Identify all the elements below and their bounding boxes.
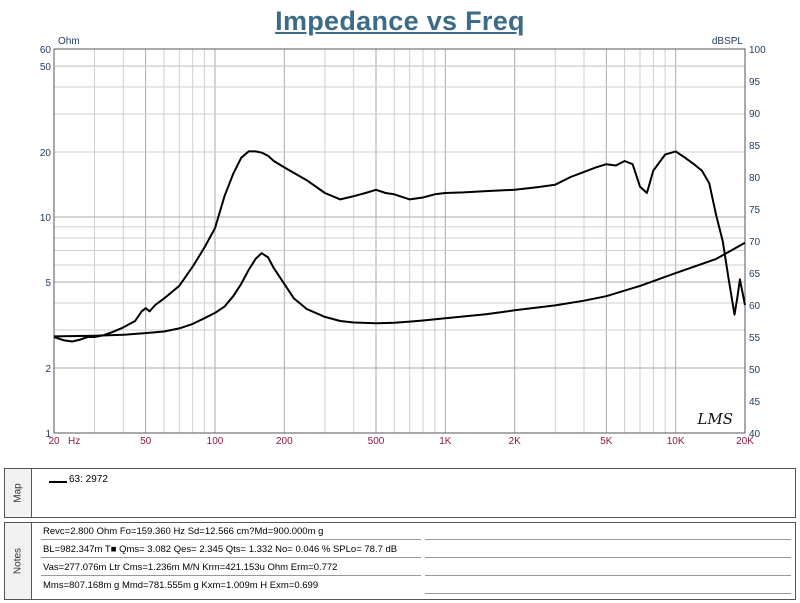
right-tick-label: 65 [749, 269, 761, 280]
notes-tab-label: Notes [12, 547, 24, 575]
x-tick-label: 20K [736, 436, 754, 447]
x-unit-label: Hz [68, 436, 80, 447]
right-tick-label: 40 [749, 429, 761, 440]
right-tick-label: 85 [749, 141, 761, 152]
note-divider [425, 575, 791, 576]
plot-frame [53, 48, 746, 434]
right-tick-label: 45 [749, 397, 761, 408]
right-tick-label: 55 [749, 333, 761, 344]
map-panel: Map 63: 2972 [4, 468, 796, 518]
note-divider [425, 557, 791, 558]
notes-tab[interactable]: Notes [5, 523, 32, 599]
right-tick-label: 75 [749, 205, 761, 216]
x-tick-label: 2K [509, 436, 522, 447]
x-tick-label: 1K [439, 436, 452, 447]
note-divider [41, 557, 421, 558]
chart-title: Impedance vs Freq [275, 6, 525, 36]
right-tick-label: 95 [749, 77, 761, 88]
note-line-1: Revc=2.800 Ohm Fo=159.360 Hz Sd=12.566 c… [43, 526, 324, 537]
note-divider [41, 575, 421, 576]
legend-line-swatch [49, 481, 67, 483]
left-tick-label: 60 [40, 45, 52, 56]
impedance-chart: 20 50 100 200 500 1K 2K 5K 10K 20K Hz 1 2 5 10 20 50 60 Oh… [40, 36, 766, 447]
x-tick-label: 200 [276, 436, 293, 447]
left-tick-label: 50 [40, 62, 52, 73]
notes-panel: Notes Revc=2.800 Ohm Fo=159.360 Hz Sd=12… [4, 522, 796, 600]
x-tick-label: 20 [48, 436, 60, 447]
note-line-4: Mms=807.168m g Mmd=781.555m g Kxm=1.009m… [43, 580, 319, 591]
left-tick-label: 2 [45, 364, 51, 375]
right-tick-label: 90 [749, 109, 761, 120]
note-divider [425, 539, 791, 540]
note-line-2: BL=982.347m T■ Qms= 3.082 Qes= 2.345 Qts… [43, 544, 398, 555]
right-tick-label: 50 [749, 365, 761, 376]
right-axis-unit: dBSPL [712, 36, 744, 47]
note-divider [41, 539, 421, 540]
left-tick-label: 20 [40, 148, 52, 159]
note-divider [425, 593, 791, 594]
right-tick-label: 70 [749, 237, 761, 248]
right-tick-label: 60 [749, 301, 761, 312]
left-axis-unit: Ohm [58, 36, 80, 47]
legend-entry-label: 63: 2972 [69, 474, 108, 485]
right-tick-label: 100 [749, 45, 766, 56]
spl-series-line [53, 150, 746, 343]
note-line-3: Vas=277.076m Ltr Cms=1.236m M/N Krm=421.… [43, 562, 338, 573]
x-tick-label: 50 [140, 436, 152, 447]
x-tick-label: 5K [600, 436, 613, 447]
left-tick-label: 1 [45, 429, 51, 440]
impedance-series-line [53, 241, 746, 338]
map-tab-label: Map [12, 483, 24, 503]
plot-area [54, 49, 745, 433]
right-tick-label: 80 [749, 173, 761, 184]
lms-watermark: LMS [696, 410, 733, 428]
x-tick-label: 500 [368, 436, 385, 447]
x-tick-label: 100 [207, 436, 224, 447]
left-tick-label: 10 [40, 213, 52, 224]
map-tab[interactable]: Map [5, 469, 32, 517]
left-tick-label: 5 [45, 278, 51, 289]
x-tick-label: 10K [667, 436, 685, 447]
